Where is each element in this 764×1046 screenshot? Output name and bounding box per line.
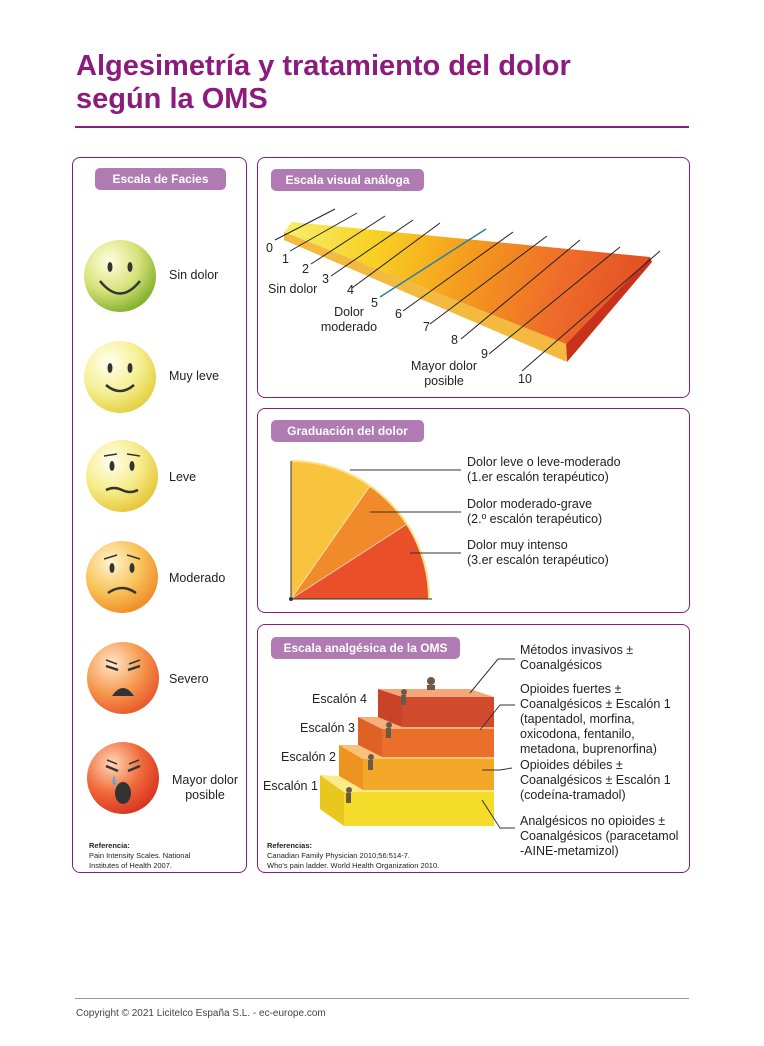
- graduacion-item-2-line1: Dolor muy intenso: [467, 538, 568, 552]
- graduacion-item-0: Dolor leve o leve-moderado (1.er escalón…: [467, 455, 621, 485]
- graduacion-pill: Graduación del dolor: [271, 420, 424, 442]
- facies-pill: Escala de Facies: [95, 168, 226, 190]
- eva-num-9: 9: [481, 347, 488, 361]
- graduacion-item-1-line1: Dolor moderado-grave: [467, 497, 593, 511]
- oms-ref-title: Referencias:: [267, 841, 313, 850]
- oms-desc-3: Analgésicos no opioides ± Coanalgésicos …: [520, 814, 678, 859]
- face-label-3: Moderado: [169, 571, 226, 585]
- graduacion-item-1: Dolor moderado-grave (2.º escalón terapé…: [467, 497, 602, 527]
- oms-reference: Referencias: Canadian Family Physician 2…: [267, 841, 487, 871]
- graduacion-item-2: Dolor muy intenso (3.er escalón terapéut…: [467, 538, 609, 568]
- oms-desc-0: Métodos invasivos ± Coanalgésicos: [520, 643, 633, 673]
- facies-reference: Referencia: Pain Intensity Scales. Natio…: [89, 841, 209, 871]
- eva-num-6: 6: [395, 307, 402, 321]
- title-line-1: Algesimetría y tratamiento del dolor: [76, 50, 571, 82]
- facies-ref-title: Referencia:: [89, 841, 130, 850]
- footer-copyright: Copyright © 2021 Licitelco España S.L. -…: [76, 1008, 326, 1019]
- oms-desc-1-line-0: Opioides fuertes ±: [520, 682, 622, 696]
- oms-desc-1-line-1: Coanalgésicos ± Escalón 1: [520, 697, 671, 711]
- oms-ref-line-2: Who's pain ladder. World Health Organiza…: [267, 861, 440, 870]
- eva-num-10: 10: [518, 372, 532, 386]
- eva-num-7: 7: [423, 320, 430, 334]
- oms-step-3: Escalón 3: [300, 721, 355, 735]
- oms-desc-0-line-0: Métodos invasivos ±: [520, 643, 634, 657]
- oms-desc-2-line-1: Coanalgésicos ± Escalón 1: [520, 773, 671, 787]
- face-label-0: Sin dolor: [169, 268, 219, 282]
- oms-desc-2: Opioides débiles ± Coanalgésicos ± Escal…: [520, 758, 671, 803]
- oms-step-2: Escalón 2: [281, 750, 336, 764]
- oms-step-1: Escalón 1: [263, 779, 318, 793]
- graduacion-panel: [257, 408, 690, 613]
- graduacion-item-2-line2: (3.er escalón terapéutico): [467, 553, 609, 567]
- oms-pill: Escala analgésica de la OMS: [271, 637, 460, 659]
- eva-num-2: 2: [302, 262, 309, 276]
- graduacion-item-0-line2: (1.er escalón terapéutico): [467, 470, 609, 484]
- facies-ref-text: Pain Intensity Scales. National Institut…: [89, 851, 191, 870]
- title-rule: [75, 126, 689, 128]
- oms-ref-line-1: Canadian Family Physician 2010;56:514-7.: [267, 851, 411, 860]
- oms-desc-1: Opioides fuertes ± Coanalgésicos ± Escal…: [520, 682, 671, 757]
- oms-step-4: Escalón 4: [312, 692, 367, 706]
- face-label-4: Severo: [169, 672, 209, 686]
- eva-pill: Escala visual análoga: [271, 169, 424, 191]
- eva-label-mid: Dolor moderado: [320, 305, 378, 334]
- eva-num-1: 1: [282, 252, 289, 266]
- eva-num-3: 3: [322, 272, 329, 286]
- graduacion-item-1-line2: (2.º escalón terapéutico): [467, 512, 603, 526]
- eva-num-8: 8: [451, 333, 458, 347]
- eva-label-min: Sin dolor: [268, 282, 318, 296]
- eva-num-0: 0: [266, 241, 273, 255]
- eva-label-max: Mayor dolor posible: [411, 359, 477, 388]
- footer-rule: [75, 998, 689, 999]
- face-label-2: Leve: [169, 470, 197, 484]
- title-line-2: según la OMS: [76, 83, 268, 115]
- oms-desc-3-line-1: Coanalgésicos (paracetamol: [520, 829, 679, 843]
- oms-desc-3-line-2: -AINE-metamizol): [520, 844, 619, 858]
- oms-panel: [257, 624, 690, 873]
- oms-desc-3-line-0: Analgésicos no opioides ±: [520, 814, 666, 828]
- graduacion-item-0-line1: Dolor leve o leve-moderado: [467, 455, 621, 469]
- facies-panel: [72, 157, 247, 873]
- face-label-5: Mayor dolor posible: [172, 773, 238, 802]
- face-label-1: Muy leve: [169, 369, 220, 383]
- oms-desc-1-line-4: metadona, buprenorfina): [520, 742, 657, 756]
- oms-desc-1-line-3: oxicodona, fentanilo,: [520, 727, 635, 741]
- eva-num-5: 5: [371, 296, 378, 310]
- oms-desc-0-line-1: Coanalgésicos: [520, 658, 602, 672]
- eva-panel: [257, 157, 690, 398]
- oms-desc-2-line-2: (codeína-tramadol): [520, 788, 626, 802]
- oms-desc-1-line-2: (tapentadol, morfina,: [520, 712, 635, 726]
- page-title: Algesimetría y tratamiento del dolor seg…: [76, 50, 696, 116]
- oms-desc-2-line-0: Opioides débiles ±: [520, 758, 623, 772]
- eva-num-4: 4: [347, 283, 354, 297]
